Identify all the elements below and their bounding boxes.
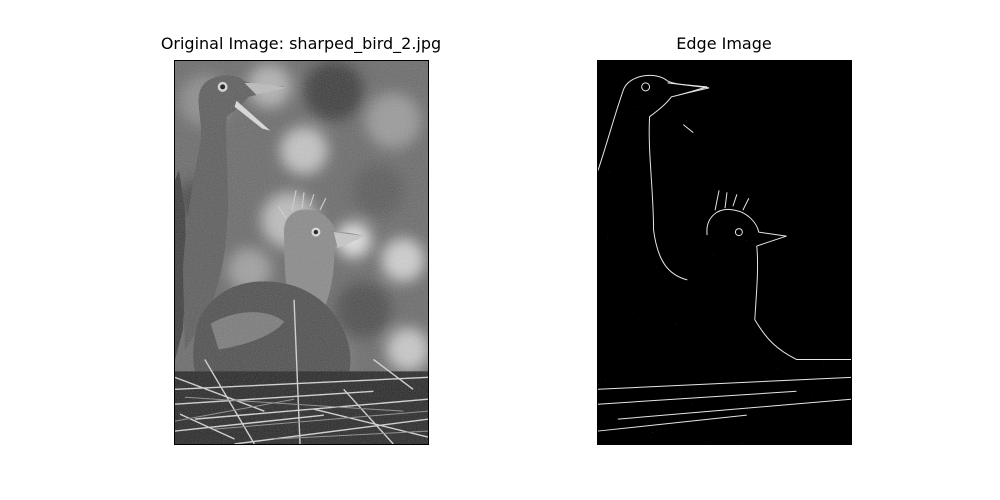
edge-image-axes — [597, 60, 852, 445]
edge-image — [598, 61, 851, 444]
original-image — [175, 61, 428, 444]
edge-image-title: Edge Image — [676, 34, 772, 53]
original-image-axes — [174, 60, 429, 445]
original-image-title: Original Image: sharped_bird_2.jpg — [160, 34, 442, 53]
